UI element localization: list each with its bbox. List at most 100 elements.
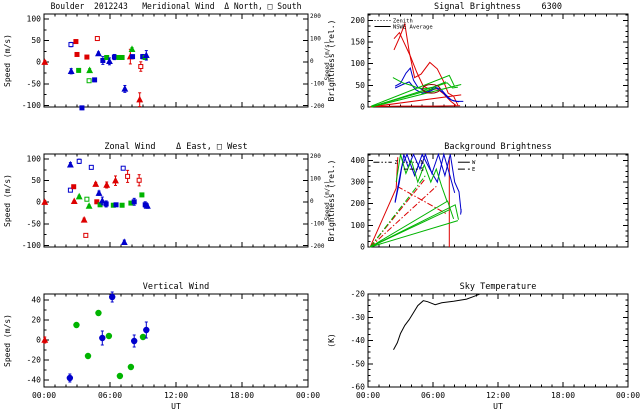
signal-brightness-panel: 200 150 100 50 0 Brightness (rel.) Signal Brig… <box>327 2 629 112</box>
marker-circle <box>116 372 124 380</box>
marker-triangle <box>85 202 93 209</box>
y-tick-label: 400 <box>351 156 366 165</box>
x-axis-title: UT <box>171 402 181 411</box>
panel-title: Sky Temperature <box>460 282 537 292</box>
x-tick-label: 12:00 <box>164 391 188 400</box>
marker-square <box>94 36 100 42</box>
marker-triangle <box>92 180 100 187</box>
y-tick-label: 50 <box>31 176 41 185</box>
marker-triangle <box>95 49 102 57</box>
marker-square <box>67 187 73 193</box>
sky-temperature-line-0 <box>393 293 480 351</box>
panel-title: Vertical Wind <box>143 282 210 292</box>
panel-title: Boulder 2012243 Meridional Wind Δ North,… <box>51 2 302 12</box>
legend-label: S <box>421 167 424 173</box>
right-tick-label: -200 <box>310 243 325 250</box>
x-tick-label: 00:00 <box>296 391 320 400</box>
marker-square <box>111 54 117 60</box>
legend-label: Z <box>395 160 399 166</box>
vertical-wind-panel: 40 20 0 -20 -40 00:00 06:00 12:00 18:00 00:00 UT Sp… <box>3 282 320 411</box>
right-tick-label: -200 <box>310 103 325 110</box>
y-tick-label: -60 <box>351 383 366 392</box>
marker-square <box>76 67 82 73</box>
marker-circle <box>105 332 113 340</box>
marker-triangle <box>120 238 128 245</box>
y-tick-label: 100 <box>351 221 366 230</box>
panel-title: Zonal Wind Δ East, □ West <box>104 142 247 152</box>
marker-square <box>113 202 119 208</box>
legend-label: Zenith <box>393 18 413 24</box>
signal-brightness-line-9 <box>371 84 462 108</box>
marker-square <box>125 173 131 179</box>
marker-triangle <box>67 67 75 74</box>
y-tick-label: 40 <box>31 296 41 305</box>
y-axis-title: Speed (m/s) <box>3 174 12 227</box>
marker-square <box>74 51 80 57</box>
axes <box>367 153 629 248</box>
marker-circle <box>127 363 135 371</box>
marker-square <box>119 54 125 60</box>
axes <box>43 13 309 108</box>
y-tick-label: 150 <box>351 38 366 47</box>
right-tick-label: 100 <box>310 175 321 182</box>
marker-square <box>138 64 144 70</box>
marker-circle <box>109 293 116 301</box>
y-tick-label: -40 <box>27 376 42 385</box>
marker-triangle <box>41 58 49 65</box>
marker-triangle <box>103 181 111 188</box>
x-tick-label: 06:00 <box>98 391 122 400</box>
y-tick-label: 0 <box>36 58 41 67</box>
marker-circle <box>99 334 106 342</box>
axis-labels: 400 300 200 100 0 Brightness (rel.) <box>327 156 365 252</box>
vertical-wind-points <box>41 291 150 383</box>
y-tick-label: -20 <box>27 356 42 365</box>
y-tick-label: -20 <box>351 290 366 299</box>
axes <box>43 293 309 388</box>
x-tick-label: 00:00 <box>32 391 56 400</box>
right-tick-label: -100 <box>310 80 325 87</box>
y-tick-label: -40 <box>351 336 366 345</box>
marker-circle <box>131 337 138 345</box>
signal-brightness-line-7 <box>371 82 458 108</box>
y-tick-label: -100 <box>22 101 41 110</box>
background-brightness-line-10 <box>369 204 459 248</box>
y-tick-label: 50 <box>355 81 365 90</box>
x-tick-label: 00:00 <box>356 391 380 400</box>
y-tick-label: 200 <box>351 199 366 208</box>
y-tick-label: 100 <box>27 15 42 24</box>
marker-triangle <box>86 66 94 74</box>
marker-square <box>119 202 125 208</box>
axes <box>367 293 629 388</box>
marker-circle <box>139 333 147 341</box>
y-tick-label: 300 <box>351 178 366 187</box>
y-tick-label: -50 <box>27 219 42 228</box>
right-tick-label: 200 <box>310 13 321 20</box>
marker-triangle <box>112 176 119 184</box>
signal-brightness-line-3 <box>370 94 462 108</box>
y-tick-label: -100 <box>22 241 41 250</box>
y-axis-title: Brightness (rel.) <box>327 20 336 102</box>
x-tick-label: 18:00 <box>230 391 254 400</box>
marker-square <box>83 232 89 238</box>
legend-label: NSWE Average <box>393 25 433 31</box>
marker-square <box>73 39 79 45</box>
background-brightness-line-3 <box>369 186 437 248</box>
background-brightness-line-9 <box>369 200 455 248</box>
marker-circle <box>66 374 74 382</box>
marker-square <box>92 77 98 83</box>
marker-triangle <box>98 197 106 204</box>
signal-brightness-line-6 <box>371 74 456 107</box>
meridional-wind-points <box>41 36 150 111</box>
right-axis-title: Speed (m/s) <box>324 181 331 221</box>
signal-brightness-line-8 <box>392 77 447 90</box>
signal-brightness-line-2 <box>370 105 461 108</box>
axis-labels: 200 150 100 50 0 Brightness (rel.) <box>327 16 365 112</box>
x-tick-label: 12:00 <box>486 391 510 400</box>
background-brightness-line-13 <box>370 220 459 248</box>
marker-circle <box>95 309 102 317</box>
marker-triangle <box>41 198 49 205</box>
